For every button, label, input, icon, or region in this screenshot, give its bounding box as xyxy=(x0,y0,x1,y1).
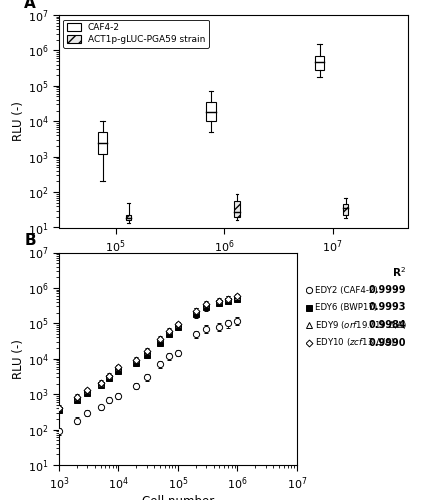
Y-axis label: RLU (-): RLU (-) xyxy=(12,102,25,141)
Bar xyxy=(343,204,348,216)
Text: R$^2$: R$^2$ xyxy=(392,266,406,280)
Text: 0.9990: 0.9990 xyxy=(368,338,406,347)
Text: 0.9999: 0.9999 xyxy=(368,285,406,295)
Text: 0.9984: 0.9984 xyxy=(368,320,406,330)
X-axis label: Cell number: Cell number xyxy=(197,258,270,270)
Text: 0.9993: 0.9993 xyxy=(368,302,406,312)
Y-axis label: RLU (-): RLU (-) xyxy=(12,339,25,378)
Text: EDY2 (CAF4-2): EDY2 (CAF4-2) xyxy=(315,286,378,294)
Legend: CAF4-2, ACT1p-gLUC-PGA59 strain: CAF4-2, ACT1p-gLUC-PGA59 strain xyxy=(64,20,209,48)
Text: B: B xyxy=(24,233,36,248)
Bar xyxy=(314,56,324,70)
Text: A: A xyxy=(24,0,36,10)
Text: EDY6 (BWP17): EDY6 (BWP17) xyxy=(315,303,377,312)
Bar xyxy=(98,132,107,154)
Bar xyxy=(206,102,216,121)
X-axis label: Cell number: Cell number xyxy=(142,495,214,500)
Text: EDY10 ($\it{zcf13}$ Δ/Δ): EDY10 ($\it{zcf13}$ Δ/Δ) xyxy=(315,336,394,348)
Bar xyxy=(126,216,131,220)
Text: EDY9 ($\it{orf19.719}$ Δ/Δ): EDY9 ($\it{orf19.719}$ Δ/Δ) xyxy=(315,319,407,331)
Bar xyxy=(234,202,240,217)
